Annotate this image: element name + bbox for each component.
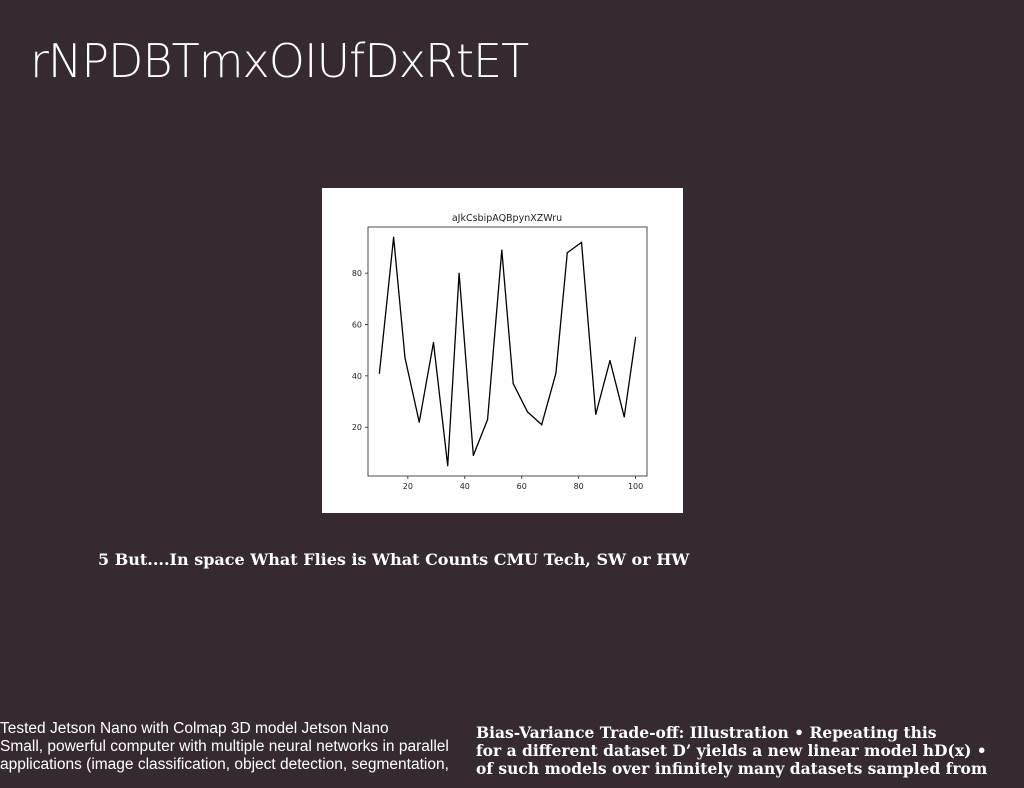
data-point	[580, 241, 583, 244]
left-note: Tested Jetson Nano with Colmap 3D model …	[0, 720, 470, 774]
data-point	[512, 382, 514, 385]
data-point	[486, 418, 489, 421]
y-axis-ticks: 20 40 60 80	[352, 269, 368, 432]
x-tick-label: 40	[460, 482, 470, 491]
data-point	[458, 272, 460, 274]
slide-subtitle: 5 But....In space What Flies is What Cou…	[98, 550, 690, 569]
right-note: Bias-Variance Trade-off: Illustration • …	[476, 724, 1021, 778]
data-point	[635, 336, 637, 338]
data-point	[595, 413, 597, 415]
data-point	[404, 357, 406, 359]
left-note-line: applications (image classification, obje…	[0, 756, 449, 773]
left-note-line: Small, powerful computer with multiple n…	[0, 738, 449, 755]
right-note-line: for a different dataset D’ yields a new …	[476, 741, 987, 760]
chart-title: aJkCsbipAQBpynXZWru	[452, 213, 562, 224]
data-point	[541, 424, 543, 426]
y-tick-label: 60	[352, 321, 362, 330]
data-point	[447, 465, 449, 467]
data-point	[393, 236, 395, 238]
x-tick-label: 80	[574, 482, 584, 491]
y-tick-label: 20	[352, 423, 362, 432]
data-point	[566, 252, 568, 254]
y-tick-label: 80	[352, 269, 362, 278]
y-tick-label: 40	[352, 372, 362, 381]
data-point	[555, 372, 557, 374]
data-point	[623, 416, 625, 418]
chart-svg: aJkCsbipAQBpynXZWru 20 40 60 80 100 20 40 60 80	[352, 213, 648, 491]
data-point	[432, 341, 435, 344]
slide-title: rNPDBTmxOIUfDxRtET	[30, 34, 529, 88]
data-point	[609, 359, 611, 362]
x-axis-ticks: 20 40 60 80 100	[403, 476, 643, 491]
plot-frame	[367, 226, 648, 477]
x-tick-label: 60	[517, 482, 527, 491]
series-line	[378, 237, 637, 466]
data-point	[501, 249, 503, 251]
right-note-line: Bias-Variance Trade-off: Illustration • …	[476, 724, 937, 742]
x-tick-label: 100	[628, 482, 643, 491]
right-note-line: of such models over infinitely many data…	[476, 759, 988, 778]
x-tick-label: 20	[403, 482, 413, 491]
left-note-line: Tested Jetson Nano with Colmap 3D model …	[0, 720, 389, 737]
data-point	[378, 372, 380, 374]
data-point	[526, 411, 529, 413]
data-point	[472, 454, 474, 457]
data-point	[418, 421, 420, 423]
line-chart: aJkCsbipAQBpynXZWru 20 40 60 80 100 20 40 60 80	[322, 188, 683, 513]
series-layer	[378, 236, 637, 467]
